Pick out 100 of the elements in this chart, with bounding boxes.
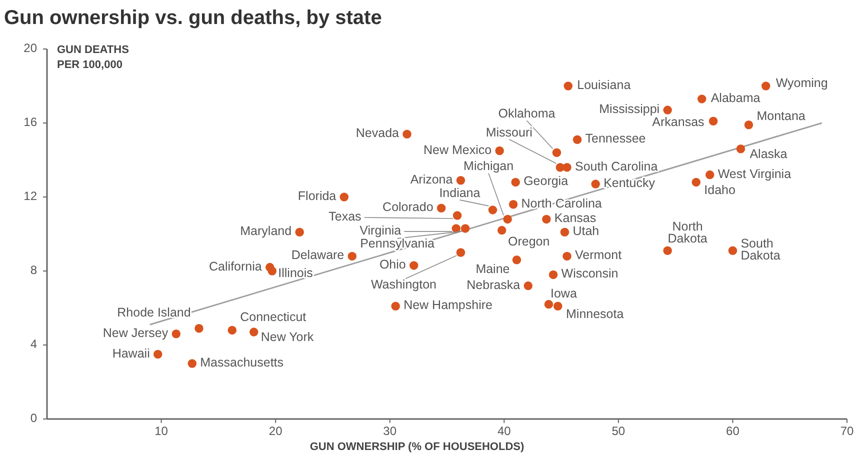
point <box>663 106 672 114</box>
x-tick-label: 30 <box>383 424 397 438</box>
x-tick-label: 10 <box>154 424 168 438</box>
data-label: New Jersey <box>102 326 169 340</box>
point <box>663 246 672 256</box>
data-label: Wisconsin <box>561 266 618 281</box>
data-label: New Mexico <box>423 143 492 158</box>
point <box>503 214 512 224</box>
point <box>728 246 738 256</box>
point <box>548 270 558 280</box>
data-label: Utah <box>572 224 600 238</box>
data-label: New Hampshire <box>404 298 493 312</box>
point <box>560 228 570 237</box>
x-axis-title: GUN OWNERSHIP (% OF HOUSEHOLDS) <box>310 441 524 453</box>
data-label: Georgia <box>524 174 568 188</box>
data-label: North Carolina <box>521 196 602 211</box>
point <box>452 224 461 233</box>
point <box>172 330 181 338</box>
point <box>572 135 582 144</box>
data-label: South Carolina <box>575 160 658 174</box>
point <box>562 252 572 261</box>
point <box>542 214 551 224</box>
point <box>295 228 304 237</box>
point <box>744 120 754 130</box>
y-tick-label: 0 <box>30 411 38 426</box>
data-label: Oklahoma <box>498 106 556 121</box>
x-tick-label: 20 <box>268 424 283 438</box>
data-label: Maine <box>476 262 510 276</box>
point <box>402 130 412 138</box>
point <box>460 224 470 233</box>
point <box>705 170 714 180</box>
data-label: Iowa <box>550 286 577 301</box>
data-label: Michigan <box>464 159 514 174</box>
point <box>456 248 466 257</box>
point <box>552 148 562 157</box>
data-label: Maryland <box>240 224 292 238</box>
data-label: West Virginia <box>718 167 792 182</box>
point <box>228 326 237 335</box>
point <box>562 163 572 172</box>
x-tick-label: 60 <box>726 424 740 438</box>
data-label: Arkansas <box>652 115 704 130</box>
point <box>436 204 446 212</box>
point <box>736 144 746 154</box>
x-tick-label: 50 <box>612 424 626 438</box>
point <box>544 300 554 309</box>
x-tick-label: 40 <box>497 424 512 438</box>
data-label: California <box>209 260 262 274</box>
point <box>553 302 562 311</box>
data-label: Indiana <box>439 186 480 200</box>
point <box>495 146 504 156</box>
data-label: New York <box>260 330 314 344</box>
point <box>697 94 706 104</box>
y-tick-label: 16 <box>24 115 38 130</box>
data-label: Texas <box>328 210 362 224</box>
data-label: Delaware <box>291 248 344 262</box>
data-label: Massachusetts <box>200 356 284 370</box>
y-tick-label: 8 <box>30 263 38 278</box>
data-label: Alabama <box>710 91 760 106</box>
point <box>591 180 600 188</box>
data-label: Mississippi <box>599 102 660 116</box>
y-tick-label: 20 <box>24 41 38 56</box>
data-label: Montana <box>756 109 806 124</box>
data-label: Nevada <box>356 126 400 140</box>
data-label: Kansas <box>554 211 596 226</box>
data-label: Minnesota <box>566 307 624 322</box>
data-label: Ohio <box>379 258 406 272</box>
data-label: Illinois <box>278 266 313 280</box>
data-label: Missouri <box>486 126 532 140</box>
data-label: Alaska <box>750 147 788 162</box>
point <box>524 281 533 290</box>
point <box>708 116 718 126</box>
point <box>692 178 701 187</box>
point <box>391 302 400 311</box>
point <box>456 176 466 185</box>
data-label: Nebraska <box>466 278 520 292</box>
data-label: Hawaii <box>112 346 150 361</box>
point <box>512 256 522 264</box>
point <box>153 350 162 359</box>
data-label: Wyoming <box>776 76 828 90</box>
data-label: Louisiana <box>577 78 631 92</box>
data-label: North Dakota <box>668 220 708 246</box>
point <box>497 226 506 235</box>
point <box>409 261 418 270</box>
data-label: Idaho <box>704 183 736 198</box>
x-tick-label: 70 <box>840 424 854 438</box>
data-label: Tennessee <box>585 132 646 146</box>
y-tick-label: 4 <box>30 337 38 352</box>
point <box>249 328 258 336</box>
point <box>340 192 349 202</box>
point <box>188 359 197 368</box>
point <box>761 82 770 90</box>
point <box>508 200 518 209</box>
data-label: Vermont <box>575 248 622 262</box>
point <box>564 82 573 90</box>
data-label: Florida <box>298 189 336 204</box>
point <box>488 206 498 214</box>
point <box>511 178 520 187</box>
point <box>268 266 277 276</box>
data-label: Connecticut <box>240 310 307 324</box>
y-axis-title: GUN DEATHS PER 100,000 <box>57 44 129 71</box>
